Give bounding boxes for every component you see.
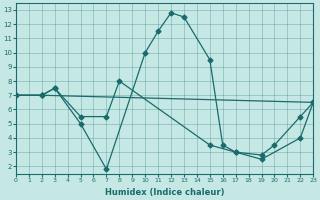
X-axis label: Humidex (Indice chaleur): Humidex (Indice chaleur) bbox=[105, 188, 224, 197]
